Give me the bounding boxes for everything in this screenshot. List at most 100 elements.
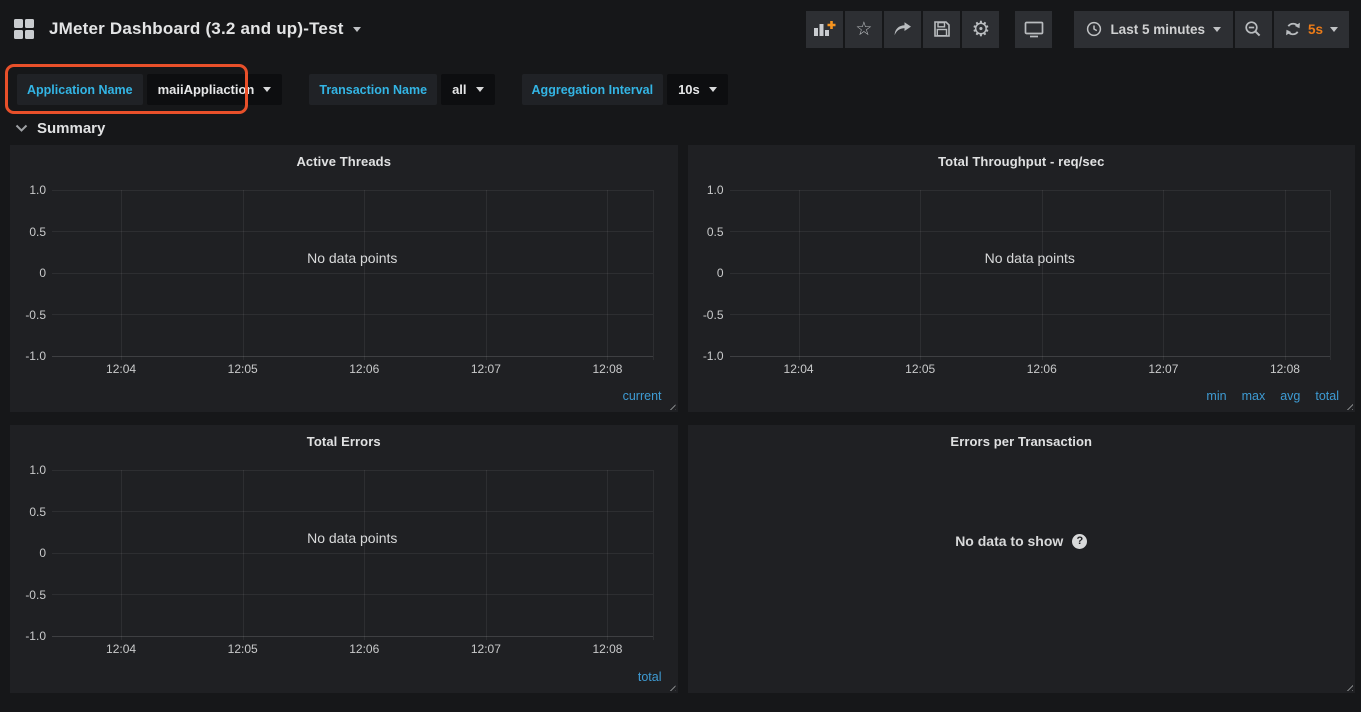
gridline bbox=[1330, 190, 1331, 360]
variable-aggregation-interval: Aggregation Interval 10s bbox=[521, 74, 728, 105]
graph-plot-area[interactable]: 1.0 0.5 0 -0.5 -1.0 12:04 12:05 12:06 12:07 12:08… bbox=[25, 183, 654, 376]
variable-value: 10s bbox=[678, 82, 700, 97]
chevron-down-icon bbox=[15, 124, 28, 132]
help-icon[interactable]: ? bbox=[1072, 533, 1088, 549]
x-tick-label: 12:05 bbox=[905, 362, 936, 376]
grid-square bbox=[14, 19, 23, 28]
share-dashboard-button[interactable] bbox=[884, 10, 922, 48]
gridline bbox=[52, 231, 653, 232]
gear-icon: ⚙ bbox=[971, 17, 991, 41]
no-data-message: No data points bbox=[307, 529, 398, 546]
refresh-icon bbox=[1286, 22, 1300, 36]
gridline bbox=[52, 355, 653, 357]
save-dashboard-button[interactable] bbox=[923, 10, 961, 48]
add-panel-button[interactable] bbox=[806, 10, 844, 48]
gridline bbox=[798, 190, 800, 360]
y-tick-label: -1.0 bbox=[25, 349, 46, 363]
x-tick-label: 12:06 bbox=[349, 362, 380, 376]
panel-title[interactable]: Total Errors bbox=[306, 434, 381, 449]
y-tick-label: 1.0 bbox=[706, 183, 724, 197]
clock-icon bbox=[1087, 21, 1102, 37]
time-picker-group: Last 5 minutes 5s bbox=[1074, 10, 1349, 48]
panel-resize-handle[interactable] bbox=[667, 683, 676, 691]
chevron-down-icon bbox=[708, 87, 717, 92]
x-tick-label: 12:07 bbox=[1148, 362, 1179, 376]
panel-resize-handle[interactable] bbox=[1345, 683, 1353, 691]
variable-label: Transaction Name bbox=[309, 74, 438, 105]
gridline bbox=[52, 594, 653, 595]
dashboard-row-summary[interactable]: Summary bbox=[0, 118, 1361, 145]
x-tick-label: 12:06 bbox=[349, 642, 380, 656]
variable-value-dropdown[interactable]: maiiAppliaction bbox=[146, 74, 283, 105]
chevron-down-icon bbox=[475, 87, 484, 92]
dashboard-title-dropdown[interactable]: JMeter Dashboard (3.2 and up)-Test bbox=[14, 19, 361, 39]
tv-monitor-icon bbox=[1024, 21, 1044, 37]
legend-item[interactable]: max bbox=[1241, 389, 1266, 403]
time-range-picker[interactable]: Last 5 minutes bbox=[1074, 10, 1233, 48]
variable-transaction-name: Transaction Name all bbox=[309, 74, 495, 105]
chevron-down-icon bbox=[1212, 26, 1221, 32]
gridline bbox=[729, 355, 1330, 357]
panel-title[interactable]: Errors per Transaction bbox=[950, 434, 1093, 449]
variable-label: Application Name bbox=[17, 74, 143, 105]
x-tick-label: 12:04 bbox=[106, 362, 137, 376]
panel-resize-handle[interactable] bbox=[667, 402, 676, 410]
variable-label: Aggregation Interval bbox=[521, 74, 664, 105]
star-dashboard-button[interactable]: ☆ bbox=[845, 10, 883, 48]
y-tick-label: 0 bbox=[39, 546, 46, 560]
apps-grid-icon[interactable] bbox=[14, 19, 34, 39]
zoom-out-time-button[interactable] bbox=[1234, 10, 1272, 48]
legend-item[interactable]: avg bbox=[1280, 389, 1301, 403]
x-tick-label: 12:07 bbox=[470, 362, 501, 376]
gridline bbox=[729, 272, 1330, 274]
gridline bbox=[242, 190, 244, 360]
gridline bbox=[52, 511, 653, 512]
gridline bbox=[121, 190, 123, 360]
dashboard-title: JMeter Dashboard (3.2 and up)-Test bbox=[49, 19, 344, 38]
navbar-actions: ☆ ⚙ bbox=[806, 10, 1349, 48]
dashboard-button-group: ☆ ⚙ bbox=[806, 10, 1000, 48]
y-tick-label: 0.5 bbox=[29, 224, 46, 239]
y-tick-label: 0 bbox=[39, 266, 46, 280]
graph-legend: total bbox=[638, 670, 662, 684]
graph-plot-area[interactable]: 1.0 0.5 0 -0.5 -1.0 12:04 12:05 12:06 12:07 12:08… bbox=[25, 463, 654, 656]
y-tick-label: 0 bbox=[716, 266, 724, 280]
graph-plot-area[interactable]: 1.0 0.5 0 -0.5 -1.0 12:04 12:05 12:06 12:07 12:08… bbox=[703, 183, 1331, 376]
variable-value-dropdown[interactable]: all bbox=[441, 74, 495, 105]
x-tick-label: 12:08 bbox=[592, 642, 623, 656]
graph-legend: current bbox=[623, 389, 662, 403]
variable-value-dropdown[interactable]: 10s bbox=[667, 74, 728, 105]
chevron-down-icon bbox=[352, 26, 361, 32]
row-title: Summary bbox=[37, 120, 106, 137]
gridline bbox=[485, 190, 487, 360]
variable-value: maiiAppliaction bbox=[157, 82, 255, 97]
legend-item[interactable]: min bbox=[1206, 389, 1227, 403]
settings-button[interactable]: ⚙ bbox=[962, 10, 1000, 48]
x-tick-label: 12:08 bbox=[1269, 362, 1300, 376]
chevron-down-icon bbox=[263, 87, 272, 92]
refresh-picker[interactable]: 5s bbox=[1273, 10, 1349, 48]
gridline bbox=[729, 231, 1330, 232]
gridline bbox=[485, 470, 487, 640]
legend-item[interactable]: total bbox=[1315, 389, 1339, 403]
no-data-row: No data to show ? bbox=[688, 533, 1356, 549]
legend-item[interactable]: current bbox=[622, 389, 662, 403]
panel-active-threads: Active Threads 1.0 0.5 0 -0.5 -1.0 12:04 12:05… bbox=[10, 145, 678, 412]
gridline bbox=[121, 470, 123, 640]
panel-title[interactable]: Total Throughput - req/sec bbox=[938, 154, 1105, 169]
cycle-view-mode-button[interactable] bbox=[1015, 10, 1053, 48]
navbar: JMeter Dashboard (3.2 and up)-Test ☆ bbox=[0, 0, 1361, 58]
legend-item[interactable]: total bbox=[637, 670, 662, 684]
panel-total-throughput: Total Throughput - req/sec 1.0 0.5 0 -0.5 -1… bbox=[687, 145, 1355, 412]
gridline bbox=[52, 552, 653, 554]
grid-square bbox=[14, 30, 23, 39]
x-tick-label: 12:04 bbox=[106, 642, 137, 656]
gridline bbox=[364, 470, 366, 640]
panel-title[interactable]: Active Threads bbox=[296, 154, 392, 169]
grid-square bbox=[25, 30, 34, 39]
panel-resize-handle[interactable] bbox=[1345, 402, 1353, 410]
graph-legend: min max avg total bbox=[1206, 389, 1339, 403]
y-tick-label: -1.0 bbox=[25, 629, 46, 643]
gridline bbox=[52, 189, 653, 191]
gridline bbox=[1041, 190, 1043, 360]
